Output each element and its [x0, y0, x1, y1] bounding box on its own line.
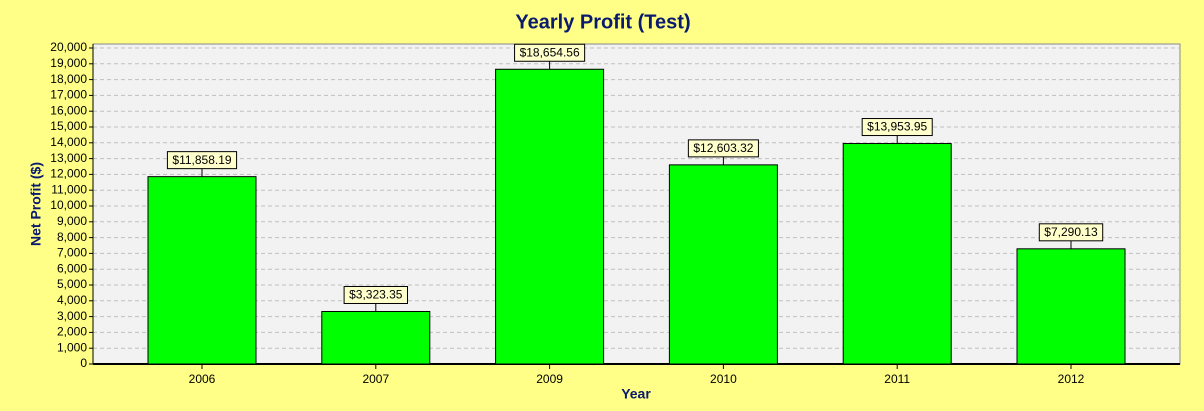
- y-tick-label: 19,000: [50, 56, 87, 70]
- x-tick-label: 2009: [536, 372, 563, 386]
- y-tick-label: 3,000: [57, 309, 87, 323]
- y-tick-label: 4,000: [57, 293, 87, 307]
- label-box: [861, 118, 933, 137]
- data-label: $3,323.35: [349, 288, 403, 302]
- bar: [668, 164, 778, 365]
- y-tick-label: 13,000: [50, 151, 87, 165]
- data-label: $18,654.56: [520, 45, 580, 59]
- data-label: $7,290.13: [1044, 225, 1098, 239]
- bar: [842, 143, 952, 365]
- data-label: $12,603.32: [693, 141, 753, 155]
- y-tick-label: 14,000: [50, 135, 87, 149]
- y-tick-label: 2,000: [57, 325, 87, 339]
- plot-area: [92, 43, 1181, 365]
- x-tick-label: 2012: [1058, 372, 1085, 386]
- label-box: [166, 151, 238, 170]
- y-tick-label: 1,000: [57, 340, 87, 354]
- bar: [147, 176, 257, 365]
- label-box: [687, 139, 759, 158]
- y-tick-label: 17,000: [50, 88, 87, 102]
- x-axis-title: Year: [621, 386, 651, 402]
- data-label: $13,953.95: [867, 120, 927, 134]
- x-tick-label: 2010: [710, 372, 737, 386]
- label-box: [343, 285, 408, 304]
- y-tick-label: 5,000: [57, 277, 87, 291]
- bar: [321, 310, 431, 365]
- y-tick-label: 15,000: [50, 119, 87, 133]
- bar: [1016, 248, 1126, 365]
- chart-title: Yearly Profit (Test): [515, 11, 690, 33]
- y-tick-label: 9,000: [57, 214, 87, 228]
- y-axis-title: Net Profit ($): [28, 162, 44, 246]
- y-tick-label: 7,000: [57, 246, 87, 260]
- label-box: [514, 43, 586, 62]
- x-tick-label: 2006: [189, 372, 216, 386]
- y-tick-label: 18,000: [50, 72, 87, 86]
- y-tick-label: 20,000: [50, 40, 87, 54]
- y-tick-label: 12,000: [50, 167, 87, 181]
- x-tick-label: 2007: [362, 372, 389, 386]
- y-tick-label: 6,000: [57, 261, 87, 275]
- y-tick-label: 10,000: [50, 198, 87, 212]
- label-box: [1038, 223, 1104, 242]
- y-tick-label: 8,000: [57, 230, 87, 244]
- y-tick-label: 0: [80, 356, 87, 370]
- x-tick-label: 2011: [884, 372, 910, 386]
- y-tick-label: 11,000: [51, 182, 87, 196]
- data-label: $11,858.19: [172, 153, 231, 167]
- y-tick-label: 16,000: [50, 103, 87, 117]
- bar: [495, 68, 605, 365]
